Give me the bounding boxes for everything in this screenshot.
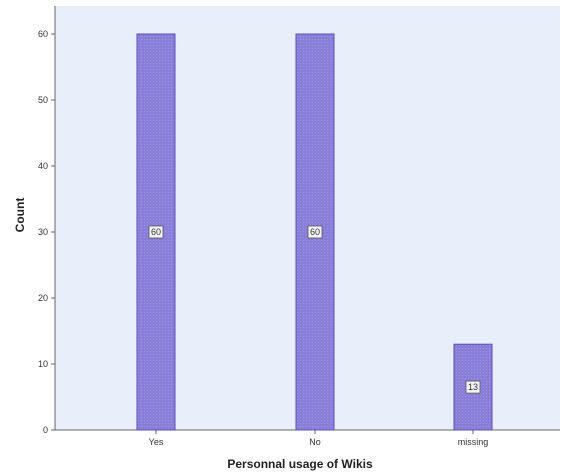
bar [453,343,493,431]
data-label-text: 60 [151,227,161,237]
y-tick-label: 30 [38,227,48,237]
data-label: 13 [465,380,481,394]
y-tick-label: 40 [38,161,48,171]
x-tick-label: Yes [149,437,164,447]
x-tick-label: missing [458,437,489,447]
y-axis-title: Count [13,198,27,233]
data-label-box [148,225,164,239]
data-label-box [307,225,323,239]
data-label: 60 [307,225,323,239]
data-label: 60 [148,225,164,239]
data-label-text: 60 [310,227,320,237]
y-axis: 0 10 20 30 40 50 60 [38,6,56,435]
y-tick-label: 20 [38,293,48,303]
y-tick-label: 60 [38,29,48,39]
data-label-box [465,380,481,394]
x-axis: Yes No missing [55,429,560,447]
x-tick-label: No [309,437,321,447]
y-tick-label: 0 [43,425,48,435]
y-tick-label: 50 [38,95,48,105]
x-axis-title: Personnal usage of Wikis [227,457,373,471]
y-tick-label: 10 [38,359,48,369]
bars: 60 60 13 [136,33,493,431]
data-label-text: 13 [468,382,478,392]
